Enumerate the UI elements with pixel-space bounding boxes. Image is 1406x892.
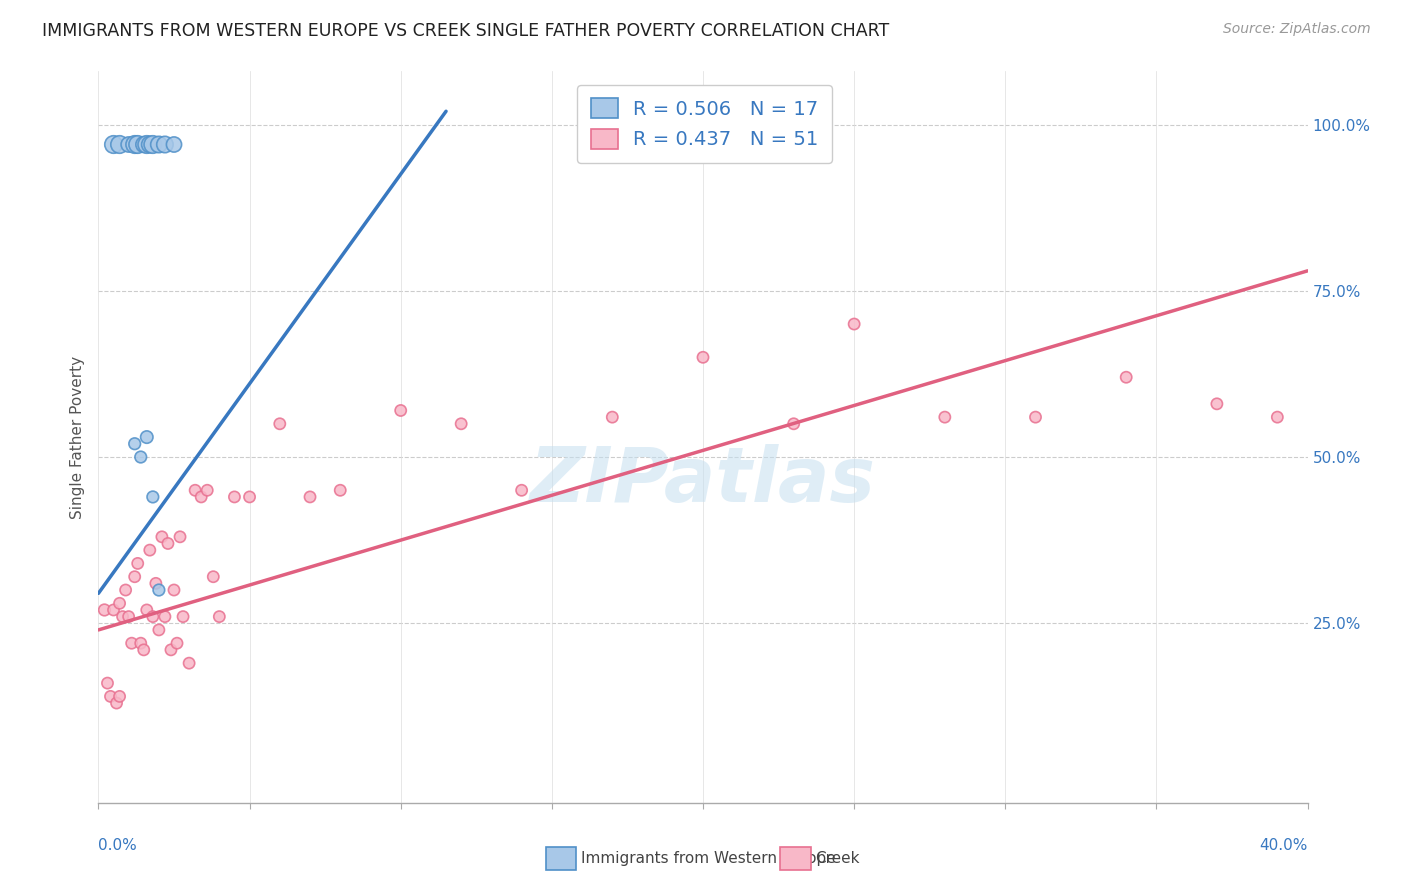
- Point: [129, 636, 152, 650]
- Point: [602, 410, 624, 425]
- Point: [108, 596, 131, 610]
- Point: [172, 609, 194, 624]
- Point: [150, 530, 173, 544]
- Text: Immigrants from Western Europe: Immigrants from Western Europe: [581, 852, 835, 866]
- Point: [163, 137, 186, 152]
- Point: [121, 636, 143, 650]
- Text: 0.0%: 0.0%: [98, 838, 138, 854]
- Point: [111, 609, 134, 624]
- Text: Creek: Creek: [815, 852, 860, 866]
- Point: [202, 570, 225, 584]
- Point: [934, 410, 956, 425]
- Point: [124, 137, 146, 152]
- Point: [145, 576, 167, 591]
- Point: [127, 137, 149, 152]
- Point: [124, 436, 146, 450]
- Text: 40.0%: 40.0%: [1260, 838, 1308, 854]
- Point: [160, 643, 183, 657]
- Point: [142, 137, 165, 152]
- Y-axis label: Single Father Poverty: Single Father Poverty: [69, 356, 84, 518]
- Legend: R = 0.506   N = 17, R = 0.437   N = 51: R = 0.506 N = 17, R = 0.437 N = 51: [576, 85, 832, 162]
- Point: [269, 417, 291, 431]
- Point: [153, 137, 176, 152]
- Point: [1267, 410, 1289, 425]
- Point: [190, 490, 212, 504]
- Point: [132, 137, 155, 152]
- Point: [153, 609, 176, 624]
- Point: [118, 137, 141, 152]
- Point: [114, 582, 136, 597]
- Point: [195, 483, 218, 498]
- Point: [96, 676, 118, 690]
- Point: [844, 317, 866, 331]
- Point: [169, 530, 191, 544]
- Point: [100, 690, 122, 704]
- Point: [135, 430, 157, 444]
- Point: [389, 403, 412, 417]
- Point: [135, 137, 157, 152]
- Point: [132, 643, 155, 657]
- Point: [103, 603, 125, 617]
- Point: [108, 137, 131, 152]
- Point: [156, 536, 179, 550]
- Point: [224, 490, 246, 504]
- Point: [1206, 397, 1229, 411]
- Point: [103, 137, 125, 152]
- Point: [108, 690, 131, 704]
- Point: [93, 603, 115, 617]
- Point: [1024, 410, 1046, 425]
- Point: [139, 543, 162, 558]
- Point: [148, 137, 170, 152]
- Point: [208, 609, 231, 624]
- Point: [239, 490, 262, 504]
- Point: [184, 483, 207, 498]
- Point: [148, 623, 170, 637]
- Point: [329, 483, 352, 498]
- Point: [118, 609, 141, 624]
- Point: [166, 636, 188, 650]
- Text: Source: ZipAtlas.com: Source: ZipAtlas.com: [1223, 22, 1371, 37]
- Point: [450, 417, 472, 431]
- Point: [142, 609, 165, 624]
- Point: [510, 483, 533, 498]
- Point: [299, 490, 322, 504]
- Point: [124, 570, 146, 584]
- Point: [1115, 370, 1137, 384]
- Point: [179, 656, 201, 670]
- Point: [135, 603, 157, 617]
- Point: [142, 490, 165, 504]
- Point: [139, 137, 162, 152]
- Point: [163, 582, 186, 597]
- Point: [127, 557, 149, 571]
- Text: IMMIGRANTS FROM WESTERN EUROPE VS CREEK SINGLE FATHER POVERTY CORRELATION CHART: IMMIGRANTS FROM WESTERN EUROPE VS CREEK …: [42, 22, 890, 40]
- Text: ZIPatlas: ZIPatlas: [530, 444, 876, 518]
- Point: [692, 351, 714, 365]
- Point: [129, 450, 152, 464]
- Point: [148, 582, 170, 597]
- Point: [105, 696, 128, 710]
- Point: [783, 417, 806, 431]
